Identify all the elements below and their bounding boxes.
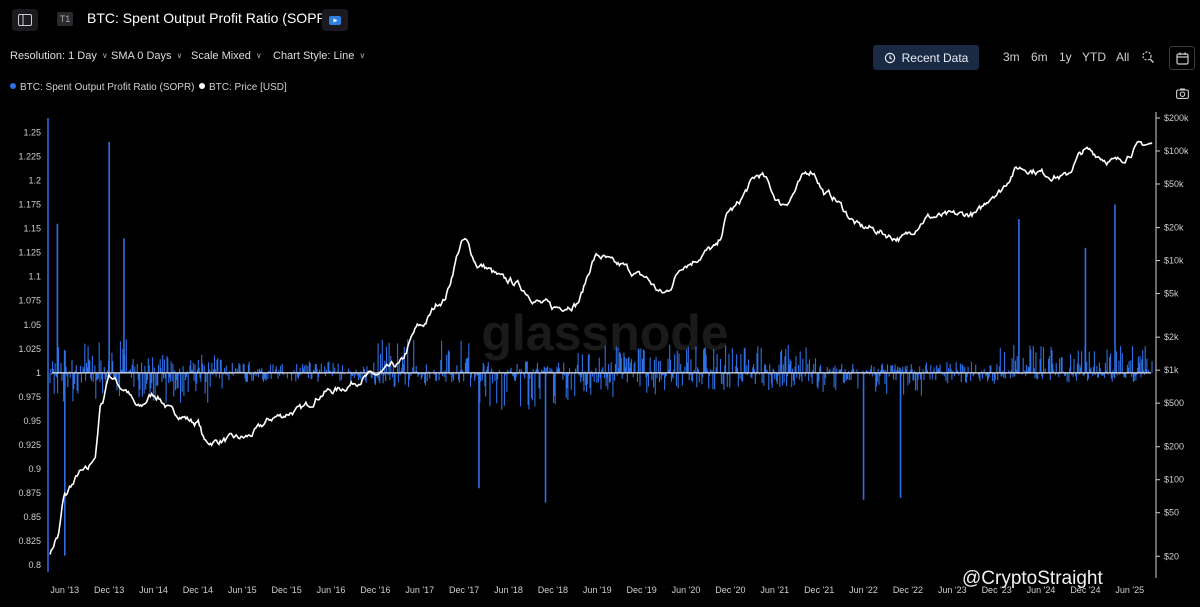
left-tick-label: 1.15: [23, 224, 41, 234]
sidebar-icon: [18, 14, 32, 26]
x-tick-label: Dec '15: [272, 585, 302, 595]
legend-item-price[interactable]: BTC: Price [USD]: [199, 82, 287, 93]
chart-style-dropdown[interactable]: Chart Style: Line ∨: [273, 50, 366, 62]
left-tick-label: 0.85: [23, 512, 41, 522]
x-tick-label: Dec '18: [538, 585, 568, 595]
x-tick-label: Dec '23: [982, 585, 1012, 595]
x-tick-label: Jun '17: [405, 585, 434, 595]
camera-icon: [1175, 88, 1189, 99]
top-bar: T1 BTC: Spent Output Profit Ratio (SOPR): [0, 0, 1200, 40]
legend-dot-icon: [10, 83, 16, 89]
x-tick-label: Dec '19: [627, 585, 657, 595]
video-button[interactable]: [322, 9, 348, 31]
x-tick-label: Dec '21: [804, 585, 834, 595]
left-tick-label: 1.225: [18, 151, 41, 161]
left-tick-label: 0.95: [23, 416, 41, 426]
resolution-dropdown[interactable]: Resolution: 1 Day ∨: [10, 50, 108, 62]
sopr-series: [49, 142, 1153, 556]
x-tick-label: Dec '24: [1070, 585, 1100, 595]
x-tick-label: Dec '13: [94, 585, 124, 595]
youtube-icon: [329, 15, 341, 25]
x-tick-label: Dec '20: [715, 585, 745, 595]
left-tick-label: 1.075: [18, 296, 41, 306]
x-tick-label: Jun '20: [672, 585, 701, 595]
range-ytd[interactable]: YTD: [1082, 50, 1106, 64]
right-tick-label: $20k: [1164, 223, 1184, 233]
left-tick-label: 1.1: [28, 272, 41, 282]
right-tick-label: $200k: [1164, 113, 1189, 123]
x-tick-label: Jun '13: [50, 585, 79, 595]
right-tick-label: $200: [1164, 442, 1184, 452]
chevron-down-icon: ∨: [176, 51, 183, 60]
left-tick-label: 0.875: [18, 488, 41, 498]
left-tick-label: 1.025: [18, 344, 41, 354]
left-axis: 0.8 0.825 0.85 0.875 0.9 0.925 0.95 0.975 1 1.025…: [18, 127, 41, 570]
right-tick-label: $50: [1164, 508, 1179, 518]
chevron-down-icon: ∨: [101, 51, 108, 60]
chevron-down-icon: ∨: [359, 51, 366, 60]
right-axis: $20 $50 $100 $200 $500 $1k $2k $5k $10k $20k $50k $…: [1156, 113, 1189, 561]
left-tick-label: 0.8: [28, 560, 41, 570]
range-1y[interactable]: 1y: [1059, 50, 1072, 64]
left-tick-label: 0.9: [28, 464, 41, 474]
legend-item-sopr[interactable]: BTC: Spent Output Profit Ratio (SOPR): [10, 82, 195, 93]
x-tick-label: Dec '16: [360, 585, 390, 595]
calendar-button[interactable]: [1169, 46, 1195, 70]
left-tick-label: 1: [36, 368, 41, 378]
history-icon: [884, 52, 895, 63]
x-tick-label: Jun '19: [583, 585, 612, 595]
right-tick-label: $10k: [1164, 256, 1184, 266]
right-tick-label: $5k: [1164, 289, 1179, 299]
x-tick-label: Jun '22: [849, 585, 878, 595]
x-tick-label: Dec '17: [449, 585, 479, 595]
x-tick-label: Dec '22: [893, 585, 923, 595]
left-tick-label: 1.175: [18, 200, 41, 210]
sidebar-toggle-button[interactable]: [12, 9, 38, 31]
x-tick-label: Jun '15: [228, 585, 257, 595]
x-tick-label: Jun '21: [760, 585, 789, 595]
x-tick-label: Dec '14: [183, 585, 213, 595]
scale-dropdown[interactable]: Scale Mixed ∨: [191, 50, 262, 62]
zoom-search-icon: [1142, 51, 1154, 63]
right-tick-label: $100k: [1164, 146, 1189, 156]
left-tick-label: 0.975: [18, 392, 41, 402]
left-tick-label: 1.125: [18, 248, 41, 258]
page-title: BTC: Spent Output Profit Ratio (SOPR): [87, 10, 332, 26]
left-tick-label: 0.925: [18, 440, 41, 450]
left-tick-label: 1.25: [23, 127, 41, 137]
right-tick-label: $50k: [1164, 179, 1184, 189]
right-tick-label: $1k: [1164, 365, 1179, 375]
tier-badge: T1: [57, 12, 73, 26]
sma-dropdown[interactable]: SMA 0 Days ∨: [111, 50, 183, 62]
x-axis: Jun '13 Dec '13 Jun '14 Dec '14 Jun '15 Dec '…: [50, 585, 1144, 595]
right-tick-label: $20: [1164, 551, 1179, 561]
calendar-icon: [1175, 52, 1189, 65]
right-tick-label: $2k: [1164, 332, 1179, 342]
x-tick-label: Jun '18: [494, 585, 523, 595]
legend-dot-icon: [199, 83, 205, 89]
x-tick-label: Jun '23: [938, 585, 967, 595]
left-tick-label: 0.825: [18, 536, 41, 546]
x-tick-label: Jun '24: [1027, 585, 1056, 595]
left-tick-label: 1.2: [28, 176, 41, 186]
recent-data-button[interactable]: Recent Data: [873, 45, 979, 70]
range-3m[interactable]: 3m: [1003, 50, 1020, 64]
left-tick-label: 1.05: [23, 320, 41, 330]
right-tick-label: $100: [1164, 475, 1184, 485]
range-all[interactable]: All: [1116, 50, 1130, 64]
chevron-down-icon: ∨: [255, 51, 262, 60]
price-series-line: [49, 140, 1153, 555]
range-6m[interactable]: 6m: [1031, 50, 1048, 64]
zoom-search-button[interactable]: [1136, 46, 1160, 68]
screenshot-button[interactable]: [1170, 82, 1194, 104]
credit-watermark: @CryptoStraight: [962, 568, 1103, 589]
x-tick-label: Jun '25: [1115, 585, 1144, 595]
x-tick-label: Jun '14: [139, 585, 168, 595]
x-tick-label: Jun '16: [317, 585, 346, 595]
right-tick-label: $500: [1164, 398, 1184, 408]
